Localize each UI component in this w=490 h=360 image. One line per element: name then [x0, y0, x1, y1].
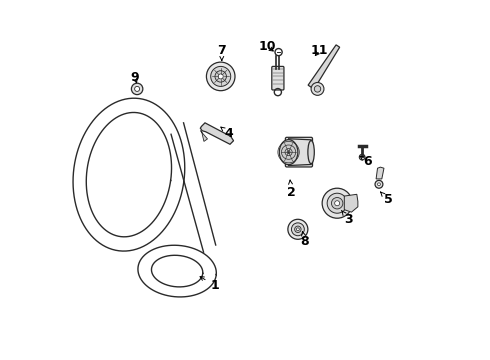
Text: 8: 8: [301, 232, 309, 248]
Circle shape: [377, 183, 380, 186]
FancyBboxPatch shape: [285, 137, 313, 167]
Circle shape: [359, 154, 365, 160]
Polygon shape: [200, 131, 207, 141]
Circle shape: [294, 226, 301, 233]
Circle shape: [135, 86, 140, 91]
Circle shape: [314, 86, 321, 92]
Polygon shape: [376, 167, 384, 179]
Text: 9: 9: [131, 71, 139, 84]
Circle shape: [375, 180, 383, 188]
Text: 3: 3: [342, 211, 353, 226]
Polygon shape: [308, 45, 340, 89]
Circle shape: [288, 219, 308, 239]
Text: 10: 10: [258, 40, 276, 53]
Circle shape: [296, 228, 299, 231]
Circle shape: [327, 193, 347, 213]
Text: 5: 5: [381, 192, 392, 206]
Circle shape: [292, 223, 304, 236]
Circle shape: [211, 66, 231, 86]
Circle shape: [215, 71, 226, 82]
Circle shape: [311, 82, 324, 95]
Ellipse shape: [279, 140, 298, 165]
Text: 4: 4: [221, 127, 233, 140]
Polygon shape: [200, 123, 234, 144]
Circle shape: [335, 201, 340, 206]
Polygon shape: [344, 194, 358, 212]
Text: 7: 7: [218, 44, 226, 60]
FancyBboxPatch shape: [272, 66, 284, 90]
Text: 2: 2: [287, 180, 296, 199]
Circle shape: [206, 62, 235, 91]
Text: 11: 11: [311, 44, 328, 57]
Ellipse shape: [308, 140, 314, 164]
Circle shape: [322, 188, 352, 218]
Circle shape: [218, 74, 223, 79]
Text: 1: 1: [200, 276, 219, 292]
Text: 6: 6: [360, 154, 371, 167]
Circle shape: [331, 198, 343, 209]
Circle shape: [131, 83, 143, 95]
